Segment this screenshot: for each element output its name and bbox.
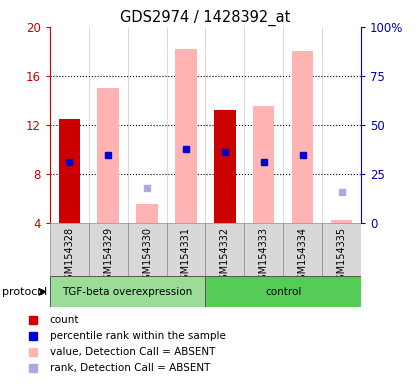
Text: GSM154329: GSM154329 (103, 227, 113, 286)
Text: GSM154331: GSM154331 (181, 227, 191, 286)
Bar (98, 88, 119, 223)
Bar (50, 276, 205, 307)
Text: value, Detection Call = ABSENT: value, Detection Call = ABSENT (50, 348, 215, 358)
Bar (253, 106, 274, 223)
Text: GSM154332: GSM154332 (220, 227, 230, 286)
Bar (59, 119, 80, 223)
Bar (292, 51, 313, 223)
Bar (322, 223, 361, 276)
Bar (89, 223, 128, 276)
Bar (166, 223, 205, 276)
Bar (128, 223, 166, 276)
Text: protocol: protocol (2, 287, 47, 297)
Bar (283, 223, 322, 276)
Text: count: count (50, 315, 79, 325)
Bar (244, 223, 283, 276)
Text: GSM154335: GSM154335 (337, 227, 347, 286)
Bar (205, 276, 361, 307)
Title: GDS2974 / 1428392_at: GDS2974 / 1428392_at (120, 9, 290, 25)
Bar (175, 49, 197, 223)
Text: percentile rank within the sample: percentile rank within the sample (50, 331, 226, 341)
Bar (214, 110, 236, 223)
Text: control: control (265, 287, 301, 297)
Text: rank, Detection Call = ABSENT: rank, Detection Call = ABSENT (50, 364, 210, 374)
Bar (205, 223, 244, 276)
Text: TGF-beta overexpression: TGF-beta overexpression (63, 287, 193, 297)
Bar (50, 223, 89, 276)
Bar (331, 220, 352, 223)
Text: GSM154334: GSM154334 (298, 227, 308, 286)
Text: GSM154330: GSM154330 (142, 227, 152, 286)
Text: GSM154333: GSM154333 (259, 227, 269, 286)
Text: GSM154328: GSM154328 (64, 227, 74, 286)
Bar (137, 204, 158, 223)
